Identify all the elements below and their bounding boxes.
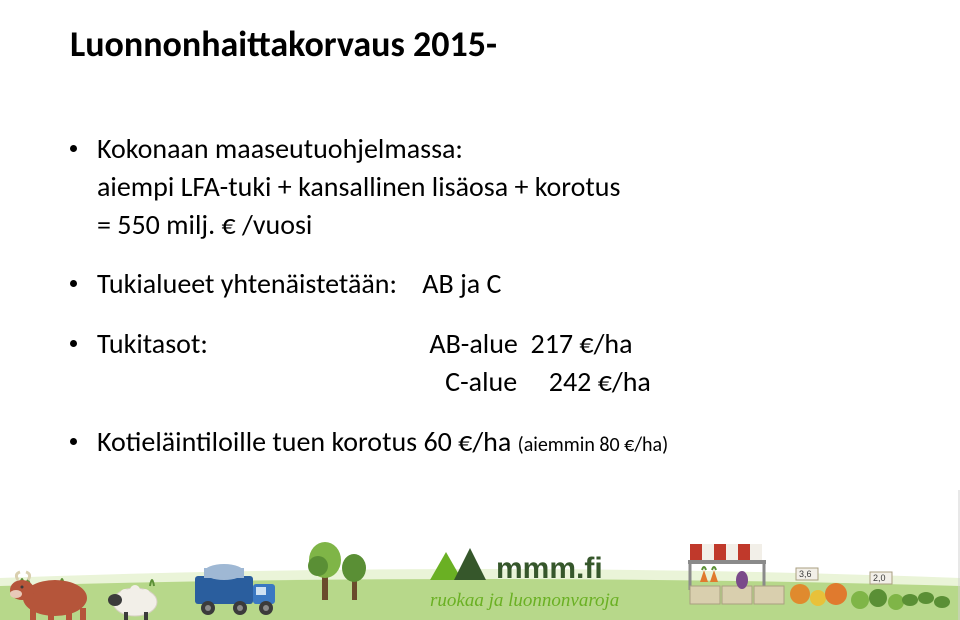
svg-text:2,0: 2,0 xyxy=(873,573,886,583)
list-item-text: Kokonaan maaseutuohjelmassa: aiempi LFA-… xyxy=(97,130,620,243)
footer-illustration: mmm.fi ruokaa ja luonnonvaroja xyxy=(0,490,960,620)
mmm-logo-icon: mmm.fi ruokaa ja luonnonvaroja xyxy=(430,548,619,611)
page-title: Luonnonhaittakorvaus 2015- xyxy=(70,22,497,66)
list-item: Kokonaan maaseutuohjelmassa: aiempi LFA-… xyxy=(70,130,890,243)
bullet-list: Kokonaan maaseutuohjelmassa: aiempi LFA-… xyxy=(70,130,890,483)
list-item-subnote: (aiemmin 80 €/ha) xyxy=(518,433,669,457)
logo-brand-text: mmm.fi xyxy=(496,552,603,585)
bullet-dot-icon xyxy=(70,340,77,347)
bullet-dot-icon xyxy=(70,280,77,287)
list-item: Kotieläintiloille tuen korotus 60 €/ha (… xyxy=(70,423,890,461)
list-item-text: Tukitasot: AB-alue 217 €/ha C-alue 242 €… xyxy=(97,325,651,401)
list-item-text: Tukialueet yhtenäistetään: AB ja C xyxy=(97,265,501,303)
list-item: Tukialueet yhtenäistetään: AB ja C xyxy=(70,265,890,303)
logo-tagline-text: ruokaa ja luonnonvaroja xyxy=(430,590,619,611)
bullet-dot-icon xyxy=(70,438,77,445)
slide: Luonnonhaittakorvaus 2015- Kokonaan maas… xyxy=(0,0,960,620)
list-item-main: Kotieläintiloille tuen korotus 60 €/ha xyxy=(97,424,518,459)
list-item: Tukitasot: AB-alue 217 €/ha C-alue 242 €… xyxy=(70,325,890,401)
svg-text:3,6: 3,6 xyxy=(799,569,812,579)
bullet-dot-icon xyxy=(70,145,77,152)
list-item-text: Kotieläintiloille tuen korotus 60 €/ha (… xyxy=(97,423,668,461)
